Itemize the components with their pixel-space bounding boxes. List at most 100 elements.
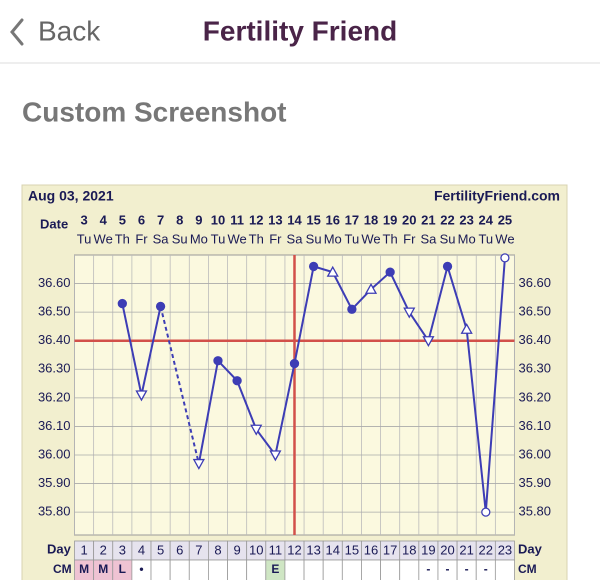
weekday-label: Mo bbox=[324, 231, 342, 246]
day-label: 11 bbox=[269, 542, 283, 557]
cm-cell bbox=[150, 559, 171, 580]
weekday-label: Th bbox=[115, 231, 130, 246]
date-label: 8 bbox=[176, 212, 183, 227]
y-tick-label: 36.20 bbox=[518, 389, 551, 404]
cm-label: CM bbox=[53, 562, 72, 576]
point bbox=[481, 507, 491, 517]
day-label: 13 bbox=[306, 542, 320, 557]
cm-cell bbox=[361, 559, 381, 580]
point bbox=[460, 322, 473, 334]
section-title: Custom Screenshot bbox=[22, 96, 287, 127]
day-label: 22 bbox=[479, 542, 493, 557]
weekday-label: We bbox=[94, 231, 113, 246]
date-label: 25 bbox=[498, 212, 512, 227]
date-label: 3 bbox=[80, 212, 87, 227]
weekday-label: We bbox=[495, 231, 514, 246]
weekday-label: Su bbox=[306, 231, 322, 246]
point bbox=[213, 356, 223, 366]
day-label: 9 bbox=[233, 542, 240, 557]
date-label: 14 bbox=[287, 212, 302, 227]
weekday-label: Sa bbox=[287, 231, 304, 246]
y-tick-label: 36.30 bbox=[38, 361, 71, 376]
day-label: 19 bbox=[421, 542, 435, 557]
date-label: 13 bbox=[268, 212, 282, 227]
point bbox=[192, 458, 205, 470]
weekday-label: Su bbox=[440, 231, 456, 246]
weekday-label: Tu bbox=[478, 231, 493, 246]
cm-label: - bbox=[465, 562, 469, 576]
day-label: 4 bbox=[138, 542, 145, 557]
cm-cell bbox=[169, 559, 190, 580]
y-tick-label: 35.90 bbox=[518, 475, 551, 490]
cm-label: L bbox=[119, 562, 126, 576]
day-label: 15 bbox=[345, 542, 359, 557]
cm-label: M bbox=[98, 562, 108, 576]
point bbox=[269, 450, 282, 462]
cm-cell bbox=[303, 559, 324, 580]
date-label: Date bbox=[40, 216, 68, 231]
cm-label: CM bbox=[518, 562, 537, 576]
y-tick-label: 36.10 bbox=[518, 418, 551, 433]
day-label: 3 bbox=[119, 542, 126, 557]
weekday-label: Mo bbox=[190, 231, 208, 246]
date-label: 16 bbox=[326, 212, 340, 227]
weekday-label: We bbox=[227, 231, 246, 246]
date-label: 21 bbox=[421, 212, 435, 227]
point bbox=[403, 307, 416, 319]
date-label: 9 bbox=[195, 212, 202, 227]
date-label: 12 bbox=[249, 212, 263, 227]
date-label: 5 bbox=[119, 212, 126, 227]
weekday-label: Tu bbox=[345, 231, 360, 246]
cm-cell bbox=[246, 559, 267, 580]
y-tick-label: 36.50 bbox=[518, 304, 551, 319]
cm-label: M bbox=[79, 562, 89, 576]
weekday-label: Fr bbox=[135, 231, 148, 246]
date-label: 11 bbox=[230, 212, 244, 227]
y-tick-label: 36.10 bbox=[38, 418, 71, 433]
cm-cell bbox=[380, 559, 401, 580]
y-tick-label: 36.00 bbox=[38, 446, 71, 461]
chart-date: Aug 03, 2021 bbox=[28, 188, 114, 204]
y-tick-label: 36.60 bbox=[518, 275, 551, 290]
day-label: 5 bbox=[157, 542, 164, 557]
y-tick-label: 36.30 bbox=[518, 361, 551, 376]
y-tick-label: 35.80 bbox=[518, 504, 551, 519]
cm-label: - bbox=[446, 562, 450, 576]
day-label: 7 bbox=[195, 542, 202, 557]
point bbox=[135, 390, 148, 402]
y-tick-label: 36.40 bbox=[518, 332, 551, 347]
cm-cell bbox=[399, 559, 420, 580]
app-title: Fertility Friend bbox=[203, 15, 397, 46]
y-tick-label: 35.80 bbox=[38, 504, 71, 519]
cm-label: E bbox=[271, 562, 279, 576]
point bbox=[289, 358, 300, 369]
weekday-label: Fr bbox=[269, 231, 282, 246]
cm-cell bbox=[494, 559, 515, 580]
point bbox=[326, 265, 339, 277]
point bbox=[347, 304, 357, 314]
day-label: 18 bbox=[402, 542, 416, 557]
y-tick-label: 35.90 bbox=[38, 475, 71, 490]
day-label: 1 bbox=[80, 542, 87, 557]
day-label: 16 bbox=[364, 542, 378, 557]
weekday-label: Tu bbox=[77, 231, 92, 246]
back-button[interactable]: Back bbox=[38, 15, 101, 46]
weekday-label: Su bbox=[172, 231, 188, 246]
cm-label: - bbox=[484, 562, 488, 576]
day-label: 8 bbox=[214, 542, 221, 557]
weekday-label: Th bbox=[249, 231, 264, 246]
day-label: 10 bbox=[249, 542, 263, 557]
date-label: 18 bbox=[364, 212, 378, 227]
point bbox=[422, 336, 435, 348]
weekday-label: Tu bbox=[211, 231, 226, 246]
cm-cell bbox=[341, 559, 362, 580]
day-label: 12 bbox=[287, 542, 301, 557]
day-label: 21 bbox=[459, 542, 473, 557]
weekday-label: Sa bbox=[420, 231, 437, 246]
point bbox=[442, 261, 453, 272]
gap-connector bbox=[159, 306, 200, 464]
back-arrow[interactable] bbox=[10, 18, 24, 46]
date-label: 6 bbox=[138, 212, 145, 227]
